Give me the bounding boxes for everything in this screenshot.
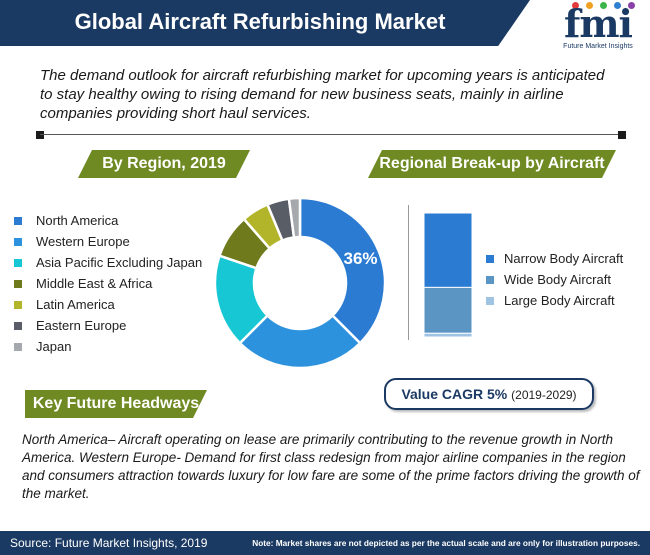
legend-swatch (14, 321, 22, 330)
separator-left-marker (36, 131, 44, 139)
stack-segment-wide-body-aircraft (424, 286, 472, 334)
logo-dot-red (572, 2, 579, 9)
page-title: Global Aircraft Refurbishing Market (74, 9, 446, 34)
legend-label: Japan (36, 339, 72, 354)
logo-dot-blue (614, 2, 621, 9)
key-headways-text: North America– Aircraft operating on lea… (22, 432, 640, 501)
region-donut-chart: 36% (213, 196, 387, 370)
legend-item-japan: Japan (14, 336, 202, 357)
separator-line (40, 134, 622, 135)
footer-note: Note: Market shares are not depicted as … (252, 538, 640, 548)
logo-dot-orange (586, 2, 593, 9)
donut-slice-western-europe (238, 313, 362, 370)
separator-right-marker (618, 131, 626, 139)
aircraft-stacked-bar (424, 213, 472, 337)
logo-dot-green (600, 2, 607, 9)
legend-swatch (14, 300, 22, 309)
stack-segment-narrow-body-aircraft (424, 213, 472, 288)
legend-swatch (486, 254, 494, 263)
donut-slice-japan (287, 196, 302, 239)
legend-label: North America (36, 213, 119, 228)
legend-swatch (14, 237, 22, 246)
fmi-logo: fmi Future Market Insights (548, 2, 648, 54)
legend-item-large-body-aircraft: Large Body Aircraft (486, 290, 623, 311)
legend-item-western-europe: Western Europe (14, 231, 202, 252)
logo-dot-purple (628, 2, 635, 9)
legend-item-narrow-body-aircraft: Narrow Body Aircraft (486, 248, 623, 269)
cagr-years: (2019-2029) (511, 388, 577, 402)
legend-swatch (14, 342, 22, 351)
chart-divider (408, 205, 409, 340)
aircraft-legend: Narrow Body Aircraft Wide Body Aircraft La… (486, 248, 623, 311)
legend-item-wide-body-aircraft: Wide Body Aircraft (486, 269, 623, 290)
legend-item-asia-pacific-excluding-japan: Asia Pacific Excluding Japan (14, 252, 202, 273)
donut-center-label: 36% (343, 249, 377, 268)
legend-swatch (14, 279, 22, 288)
legend-label: Western Europe (36, 234, 130, 249)
legend-label: Asia Pacific Excluding Japan (36, 255, 203, 270)
region-legend: North America Western Europe Asia Pacific … (14, 210, 202, 357)
legend-swatch (14, 216, 22, 225)
stack-segment-large-body-aircraft (424, 332, 472, 337)
cagr-badge: Value CAGR 5% (2019-2029) (384, 378, 594, 410)
key-headways-label: Key Future Headways (25, 390, 207, 418)
legend-label: Large Body Aircraft (504, 293, 615, 308)
legend-label: Latin America (36, 297, 115, 312)
legend-label: Narrow Body Aircraft (504, 251, 624, 266)
donut-slice-north-america (298, 196, 387, 345)
legend-item-north-america: North America (14, 210, 202, 231)
legend-label: Eastern Europe (36, 318, 127, 333)
by-aircraft-label: Regional Break-up by Aircraft (368, 150, 616, 178)
footer: Source: Future Market Insights, 2019 Not… (0, 531, 650, 555)
title-banner (0, 0, 530, 46)
logo-subtitle: Future Market Insights (563, 43, 633, 50)
intro-text: The demand outlook for aircraft refurbis… (40, 67, 605, 122)
by-region-label: By Region, 2019 (78, 150, 250, 178)
legend-label: Wide Body Aircraft (504, 272, 611, 287)
legend-swatch (486, 296, 494, 305)
logo-wordmark: fmi (564, 1, 633, 46)
cagr-label: Value CAGR 5% (401, 386, 508, 402)
legend-item-latin-america: Latin America (14, 294, 202, 315)
legend-swatch (486, 275, 494, 284)
legend-label: Middle East & Africa (36, 276, 153, 291)
legend-item-middle-east-africa: Middle East & Africa (14, 273, 202, 294)
footer-source: Source: Future Market Insights, 2019 (10, 536, 208, 550)
legend-item-eastern-europe: Eastern Europe (14, 315, 202, 336)
legend-swatch (14, 258, 22, 267)
